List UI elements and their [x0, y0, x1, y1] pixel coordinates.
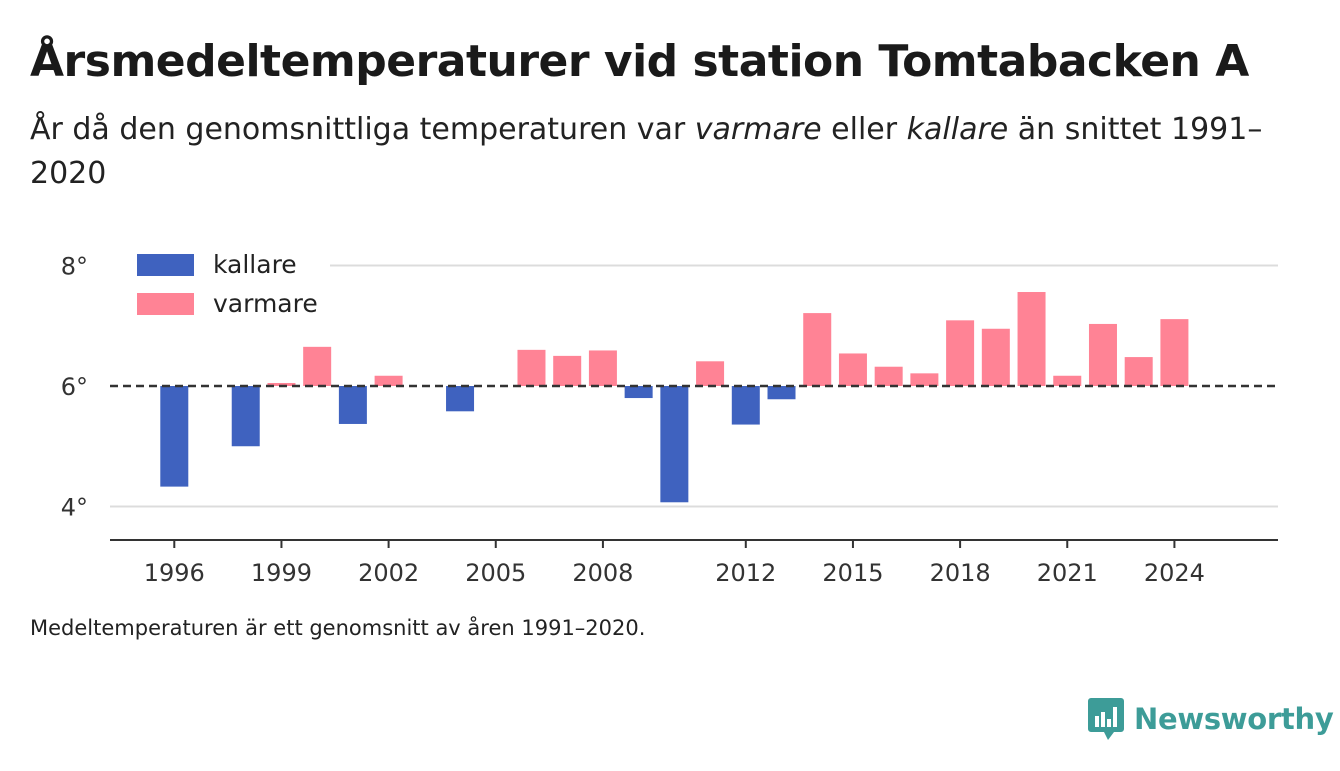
bar-2007 — [553, 355, 582, 386]
bar-2009 — [624, 386, 653, 399]
bar-2016 — [874, 366, 903, 386]
x-tick-label-2005: 2005 — [465, 559, 526, 587]
bar-2017 — [910, 373, 939, 386]
bar-2002 — [374, 375, 403, 386]
bar-2014 — [803, 313, 832, 386]
x-tick-label-1999: 1999 — [251, 559, 312, 587]
chart-subtitle: År då den genomsnittliga temperaturen va… — [30, 108, 1270, 196]
bar-2006 — [517, 349, 546, 386]
legend-swatch-varmare — [137, 293, 194, 315]
bar-2015 — [838, 353, 867, 386]
bar-2004 — [446, 386, 475, 412]
subtitle-cold-word: kallare — [906, 112, 1009, 147]
subtitle-warm-word: varmare — [694, 112, 822, 147]
bar-2011 — [696, 361, 725, 386]
y-axis-ticks: 4° 6° 8° — [61, 253, 88, 522]
footnote: Medeltemperaturen är ett genomsnitt av å… — [30, 616, 646, 640]
bar-2012 — [731, 386, 760, 425]
x-tick-label-2008: 2008 — [572, 559, 633, 587]
bar-2018 — [946, 320, 975, 386]
bar-2008 — [588, 350, 617, 386]
chart-title: Årsmedeltemperaturer vid station Tomtaba… — [30, 36, 1249, 87]
y-tick-label-6: 6° — [61, 373, 88, 401]
legend: kallare varmare — [137, 250, 318, 318]
x-tick-label-2024: 2024 — [1144, 559, 1205, 587]
bar-1996 — [160, 386, 189, 487]
x-tick-label-2012: 2012 — [715, 559, 776, 587]
x-axis-ticks: 1996 1999 2002 2005 2008 2012 2015 2018 2021 2024 — [144, 540, 1205, 587]
brand-name: Newsworthy — [1134, 702, 1334, 736]
brand-logo: Newsworthy — [1088, 698, 1334, 740]
bar-1999 — [267, 382, 296, 386]
bars — [160, 292, 1189, 503]
y-tick-label-8: 8° — [61, 253, 88, 281]
bar-2024 — [1160, 319, 1189, 386]
bar-1998 — [231, 386, 260, 447]
x-tick-label-2021: 2021 — [1037, 559, 1098, 587]
legend-swatch-kallare — [137, 254, 194, 276]
x-tick-label-2002: 2002 — [358, 559, 419, 587]
bar-2013 — [767, 386, 796, 400]
bar-2001 — [338, 386, 367, 424]
legend-label-kallare: kallare — [213, 250, 297, 279]
x-tick-label-2015: 2015 — [822, 559, 883, 587]
bar-2021 — [1053, 375, 1082, 386]
bar-2000 — [303, 346, 332, 386]
bar-2023 — [1124, 357, 1153, 386]
bar-2022 — [1088, 323, 1117, 386]
bar-chart: 1996 1999 2002 2005 2008 2012 2015 2018 2021 2024… — [61, 250, 1278, 587]
subtitle-text-3: än snittet 1991–2020 — [30, 112, 1263, 191]
x-tick-label-1996: 1996 — [144, 559, 205, 587]
legend-label-varmare: varmare — [213, 289, 318, 318]
grid-lines — [110, 264, 1278, 508]
x-tick-label-2018: 2018 — [930, 559, 991, 587]
y-tick-label-4: 4° — [61, 494, 88, 522]
subtitle-text-1: År då den genomsnittliga temperaturen va… — [30, 112, 695, 147]
bar-2019 — [981, 328, 1010, 386]
bar-2010 — [660, 386, 689, 503]
bar-2020 — [1017, 292, 1046, 386]
bar-chart-speech-bubble-icon — [1088, 698, 1124, 740]
subtitle-text-2: eller — [821, 112, 907, 147]
